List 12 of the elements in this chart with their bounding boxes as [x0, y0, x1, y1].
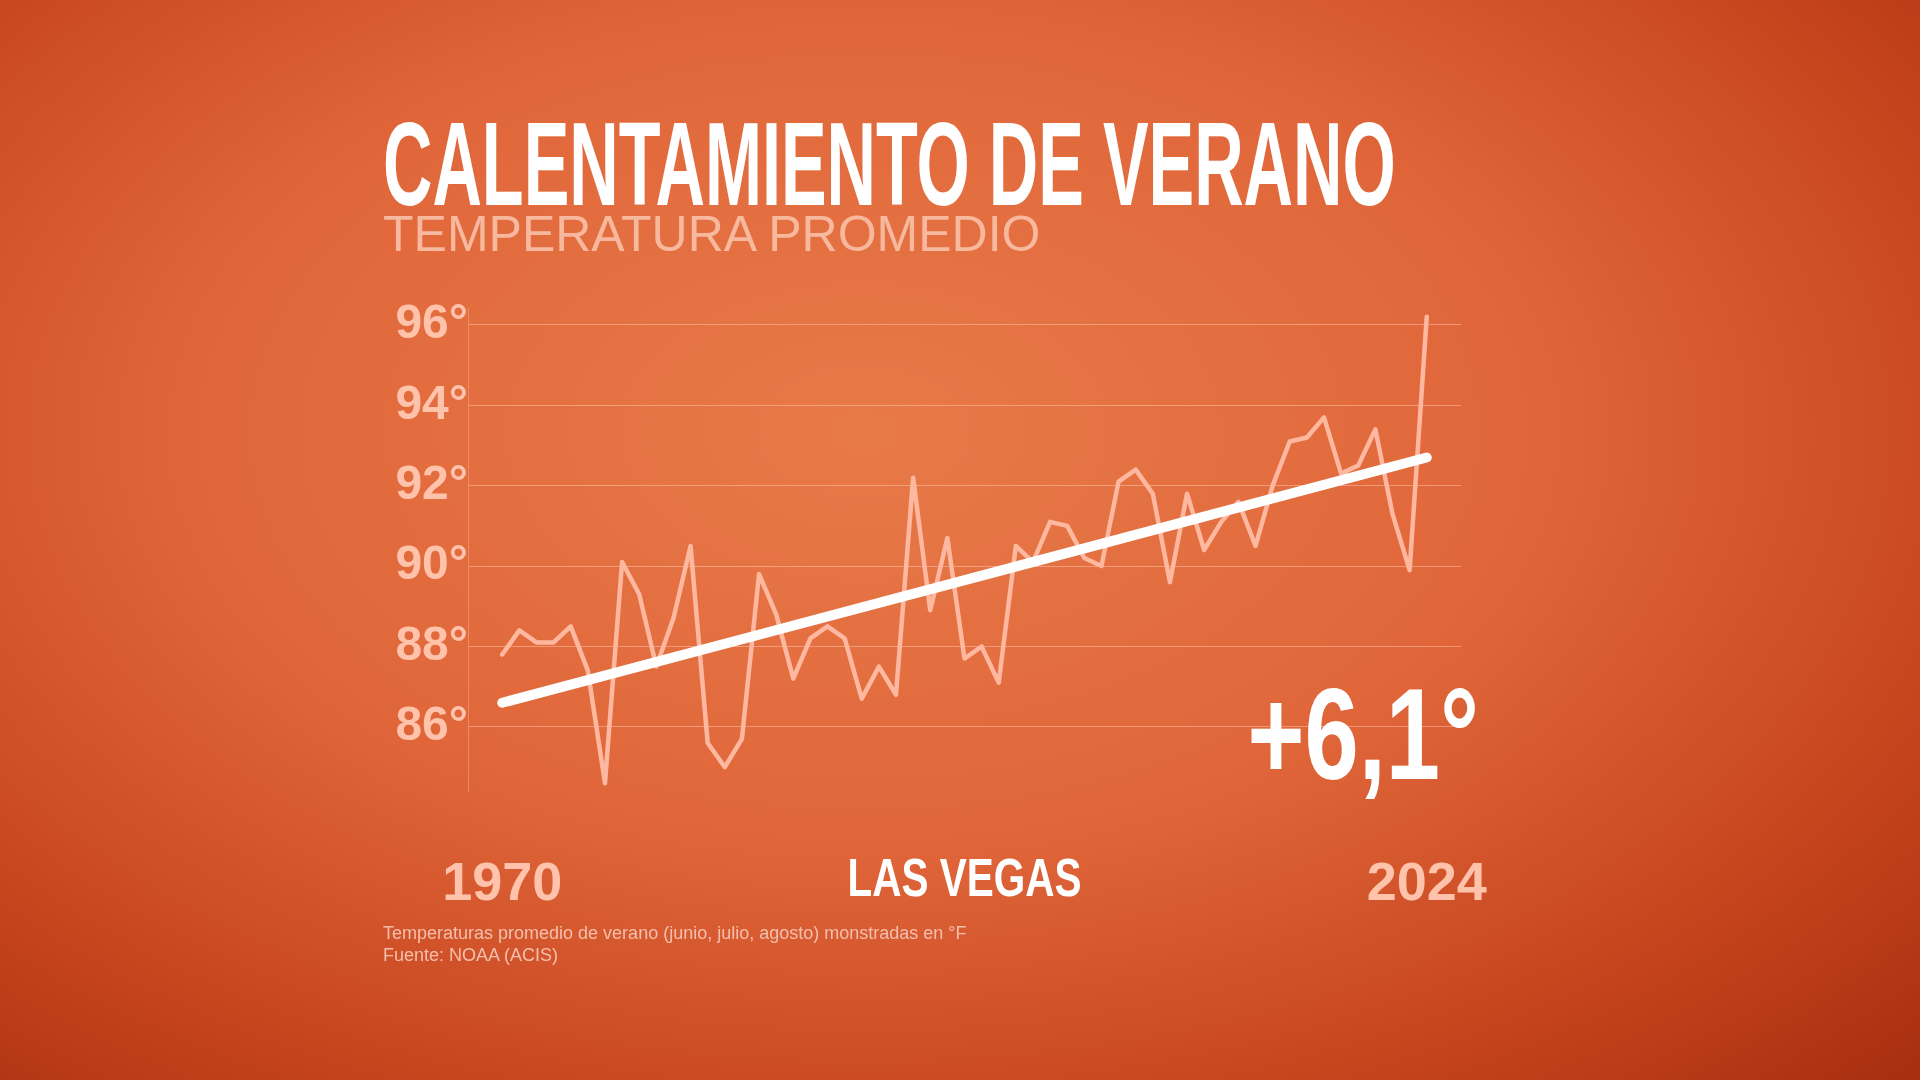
- y-tick-label: 96°: [395, 295, 468, 349]
- y-tick-label: 94°: [395, 375, 468, 429]
- x-axis-title: LAS VEGAS: [847, 847, 1082, 908]
- y-tick-label: 88°: [395, 616, 468, 670]
- annotation: +6,1°: [1247, 661, 1479, 807]
- text: Temperaturas promedio de verano (junio, julio, agosto) monstradas en °F: [383, 922, 967, 944]
- source-note: Fuente: NOAA (ACIS): [383, 944, 560, 966]
- y-tick-label: 86°: [395, 697, 468, 751]
- y-tick-label: 92°: [395, 455, 468, 509]
- y-tick-label: 90°: [395, 536, 468, 590]
- x-tick-label: 2024: [1366, 851, 1487, 912]
- x-tick-label: 1970: [442, 851, 563, 912]
